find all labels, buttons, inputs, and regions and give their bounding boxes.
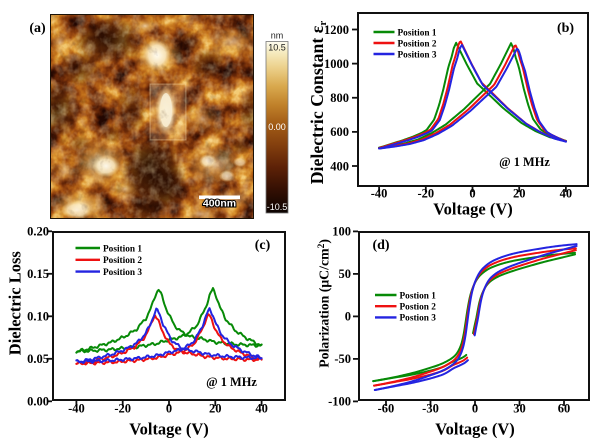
svg-text:0.10: 0.10 [27, 310, 49, 324]
svg-text:Postion 3: Postion 3 [400, 314, 437, 324]
svg-text:-30: -30 [422, 402, 439, 416]
svg-text:1200: 1200 [324, 23, 349, 37]
svg-text:0.15: 0.15 [27, 267, 49, 281]
svg-text:-50: -50 [334, 352, 351, 366]
svg-text:0: 0 [166, 402, 172, 416]
svg-text:-40: -40 [68, 402, 85, 416]
svg-text:Polarization (μC/cm2): Polarization (μC/cm2) [317, 239, 333, 368]
svg-text:0: 0 [345, 310, 351, 324]
svg-text:1000: 1000 [324, 57, 349, 71]
svg-text:-20: -20 [114, 402, 131, 416]
svg-text:Position 1: Position 1 [398, 28, 437, 38]
svg-text:-10.5: -10.5 [267, 202, 288, 212]
svg-text:20: 20 [513, 187, 526, 201]
svg-text:Dielectric Constant εr: Dielectric Constant εr [307, 21, 329, 185]
svg-text:(b): (b) [557, 21, 574, 36]
svg-text:40: 40 [560, 187, 573, 201]
svg-text:-40: -40 [371, 187, 388, 201]
svg-text:Position 3: Position 3 [103, 268, 142, 278]
svg-text:40: 40 [255, 402, 268, 416]
svg-text:-100: -100 [328, 395, 351, 409]
svg-text:0.05: 0.05 [27, 352, 49, 366]
svg-text:50: 50 [339, 267, 352, 281]
svg-text:Voltage (V): Voltage (V) [433, 200, 513, 219]
svg-text:Postion 1: Postion 1 [400, 291, 437, 301]
svg-text:30: 30 [513, 402, 526, 416]
svg-text:10.5: 10.5 [268, 43, 286, 53]
svg-text:Position 2: Position 2 [103, 256, 142, 266]
svg-text:100: 100 [332, 225, 351, 239]
svg-text:(d): (d) [372, 238, 389, 253]
svg-text:nm: nm [271, 31, 284, 41]
svg-text:Voltage (V): Voltage (V) [129, 420, 209, 439]
svg-text:Postion 2: Postion 2 [400, 303, 437, 313]
svg-text:-60: -60 [378, 402, 395, 416]
svg-text:Dielectric Loss: Dielectric Loss [6, 251, 25, 356]
svg-text:0.20: 0.20 [27, 225, 49, 239]
svg-text:0: 0 [469, 187, 475, 201]
svg-text:Voltage (V): Voltage (V) [435, 420, 515, 439]
svg-text:Position 1: Position 1 [103, 244, 142, 254]
svg-text:60: 60 [558, 402, 571, 416]
svg-text:600: 600 [330, 125, 349, 139]
svg-text:(c): (c) [255, 238, 271, 253]
svg-text:@ 1 MHz: @ 1 MHz [206, 375, 257, 389]
svg-text:Position 2: Position 2 [398, 39, 437, 49]
svg-text:Position 3: Position 3 [398, 50, 437, 60]
svg-text:400nm: 400nm [203, 198, 236, 210]
svg-text:(a): (a) [29, 21, 46, 36]
svg-text:20: 20 [209, 402, 222, 416]
svg-text:800: 800 [330, 91, 349, 105]
svg-text:-20: -20 [417, 187, 434, 201]
svg-text:@ 1 MHz: @ 1 MHz [499, 155, 550, 169]
svg-text:0.00: 0.00 [27, 395, 49, 409]
svg-text:400: 400 [330, 159, 349, 173]
svg-text:0: 0 [472, 402, 478, 416]
svg-text:0.00: 0.00 [268, 122, 286, 132]
